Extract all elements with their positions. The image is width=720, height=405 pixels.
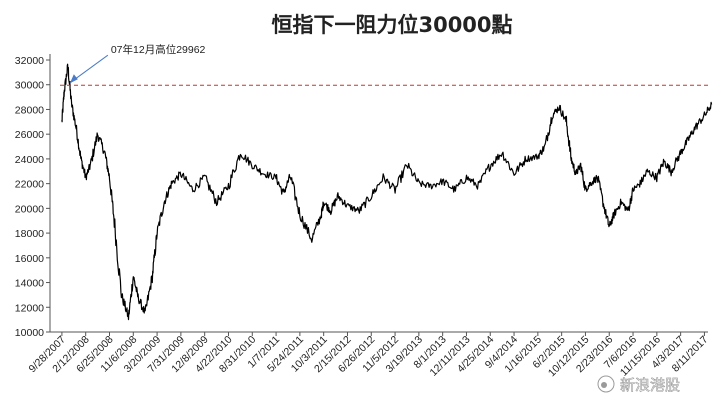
y-tick-label: 10000 [15,327,44,339]
watermark: 新浪港股 [597,375,680,394]
y-tick-label: 14000 [15,278,44,290]
y-axis: 10000 12000 14000 16000 18000 20000 22000 24000… [15,54,51,339]
series-line [61,63,713,321]
annotation-arrow-line [70,54,109,83]
watermark-text: 新浪港股 [620,376,680,394]
annotation-arrowhead-icon [69,74,78,84]
y-tick-label: 12000 [15,302,44,314]
y-tick-label: 16000 [15,253,44,265]
y-tick-label: 32000 [15,55,44,67]
y-tick-label: 20000 [15,203,44,215]
series-layer [61,63,713,321]
y-tick-label: 24000 [15,154,44,166]
y-tick-label: 28000 [15,104,44,116]
weibo-logo-eye-icon [601,382,607,388]
y-tick-label: 26000 [15,129,44,141]
y-tick-label: 18000 [15,228,44,240]
annotation-label: 07年12月高位29962 [111,43,206,56]
annotation-layer: 07年12月高位29962 [69,43,206,84]
y-tick-label: 22000 [15,179,44,191]
y-tick-label: 30000 [15,80,44,92]
chart-title: 恒指下一阻力位30000點 [271,13,512,37]
